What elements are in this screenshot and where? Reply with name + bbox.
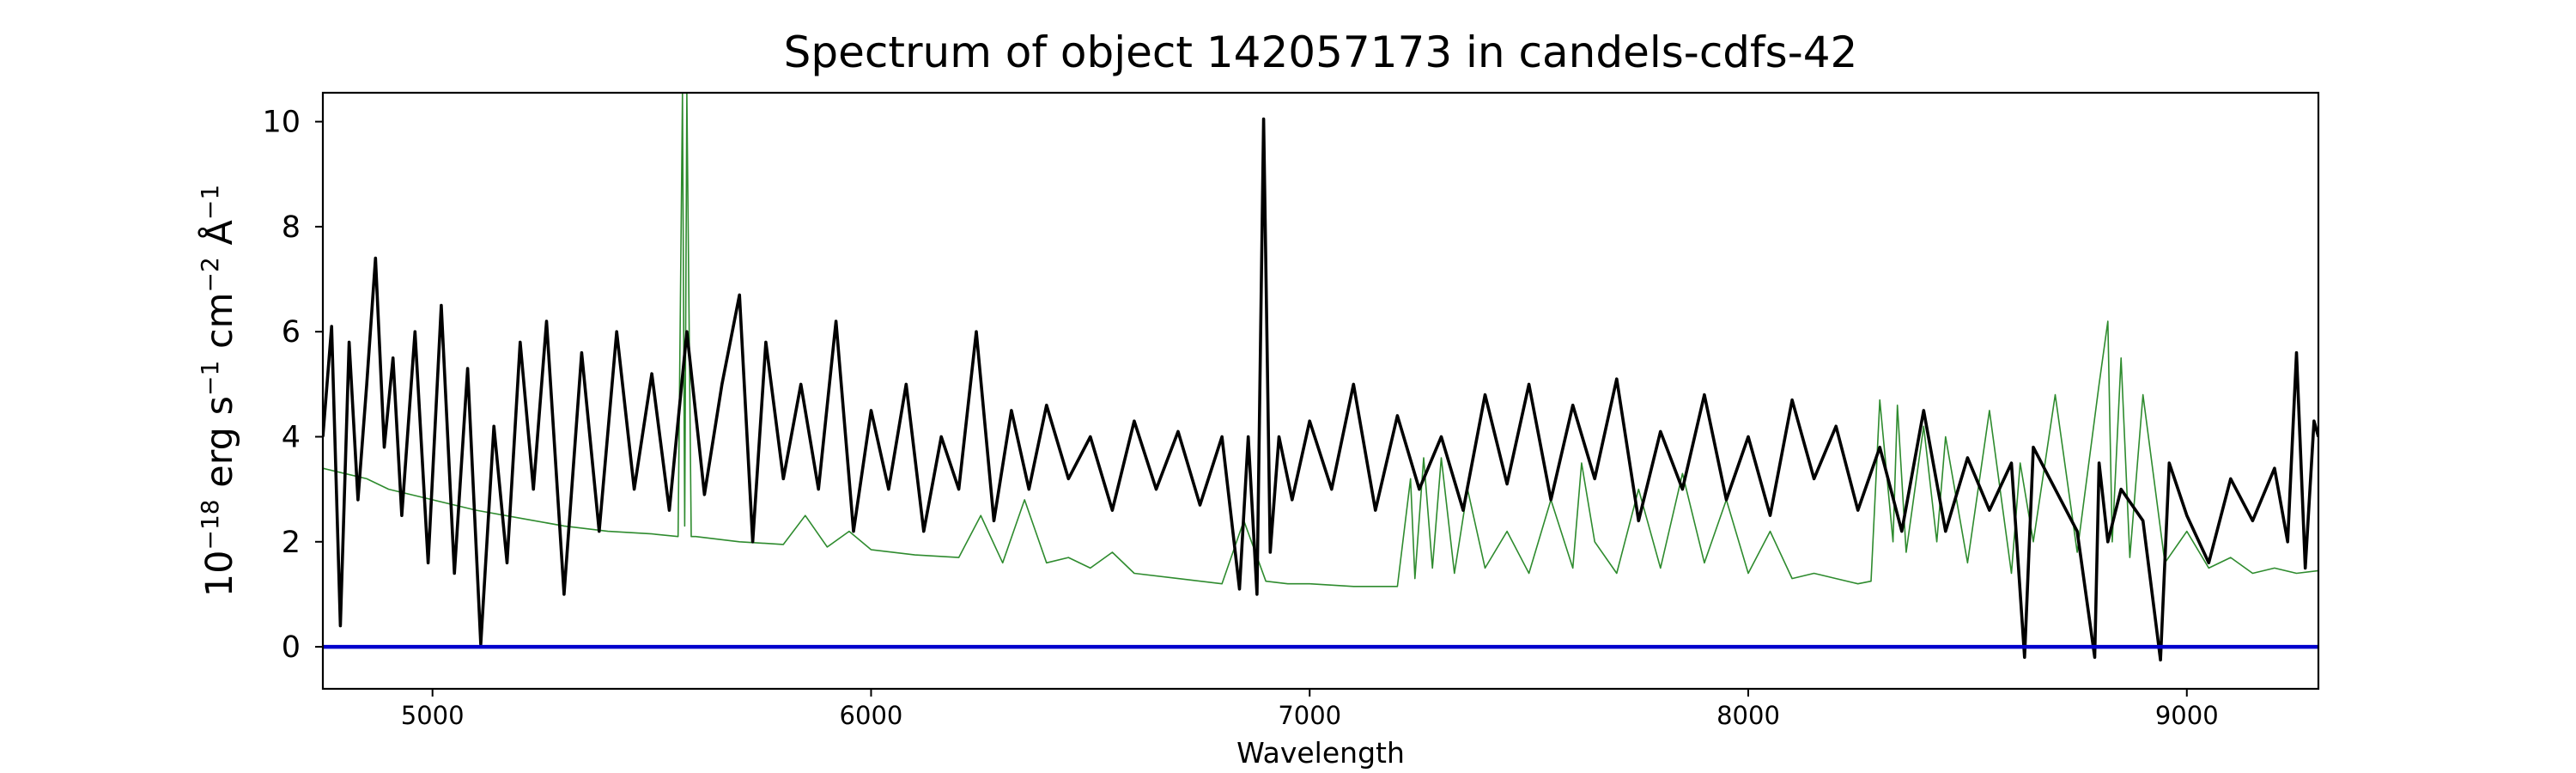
plot-area xyxy=(321,91,2320,691)
axes-frame xyxy=(321,91,2320,691)
x-tick-label: 7000 xyxy=(1278,701,1341,730)
y-axis: 0 2 4 6 8 10 xyxy=(262,106,323,665)
y-label-unit3: Å xyxy=(197,220,241,258)
x-axis-label: Wavelength xyxy=(1236,736,1405,770)
y-label-exp: −18 xyxy=(196,499,224,550)
y-tick-label: 8 xyxy=(282,210,301,245)
y-label-exp3: −1 xyxy=(196,185,224,220)
y-label-exp1: −1 xyxy=(196,361,224,396)
x-tick-label: 6000 xyxy=(840,701,903,730)
y-tick-label: 2 xyxy=(282,526,301,560)
x-axis: 5000 6000 7000 8000 9000 xyxy=(401,689,2219,730)
y-tick-label: 4 xyxy=(282,421,301,455)
series-line-noise xyxy=(323,93,2318,587)
y-tick-label: 10 xyxy=(262,106,301,140)
chart-title: Spectrum of object 142057173 in candels-… xyxy=(784,27,1858,77)
y-label-base: 10 xyxy=(198,550,241,597)
y-label-unit2: cm xyxy=(198,292,241,360)
x-tick-label: 5000 xyxy=(401,701,465,730)
y-label-exp2: −2 xyxy=(196,257,224,292)
y-label-unit1: erg s xyxy=(198,396,241,499)
x-tick-label: 8000 xyxy=(1716,701,1780,730)
y-axis-label: 10−18 erg s−1 cm−2 Å−1 xyxy=(196,185,241,597)
y-tick-label: 0 xyxy=(282,630,301,665)
y-tick-label: 6 xyxy=(282,315,301,350)
series-line-flux xyxy=(323,117,2318,662)
x-tick-label: 9000 xyxy=(2155,701,2219,730)
